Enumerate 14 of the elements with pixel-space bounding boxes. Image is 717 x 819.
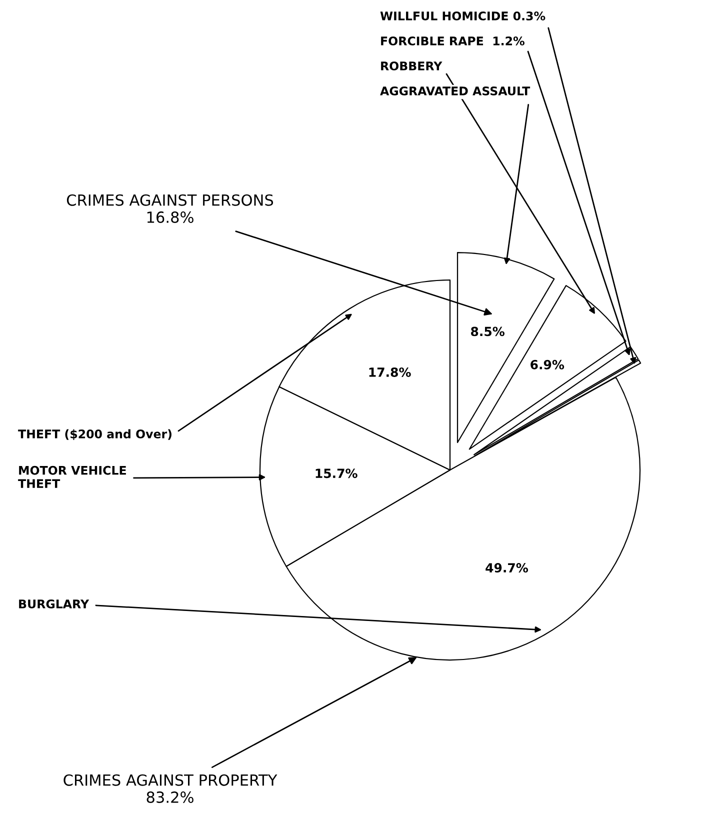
- slice-label: THEFT ($200 and Over): [18, 429, 172, 440]
- data-label: 49.7%: [486, 563, 528, 573]
- data-label: 8.5%: [470, 326, 504, 336]
- data-label: 17.8%: [369, 368, 411, 377]
- text: CRIMES AGAINST PROPERTY 83.2%: [64, 774, 278, 803]
- slice-label: AGGRAVATED ASSAULT: [380, 86, 530, 96]
- slice-label: BURGLARY: [19, 599, 90, 608]
- slice-label: ROBBERY: [381, 61, 442, 70]
- slice-label: FORCIBLE RAPE 1.2%: [381, 36, 524, 46]
- slice-label: MOTOR VEHICLE THEFT: [18, 466, 126, 488]
- slice-label: WILLFUL HOMICIDE 0.3%: [380, 11, 546, 20]
- data-label: 15.7%: [316, 468, 358, 478]
- text: CRIMES AGAINST PERSONS 16.8%: [66, 194, 274, 223]
- data-label: 6.9%: [530, 360, 564, 370]
